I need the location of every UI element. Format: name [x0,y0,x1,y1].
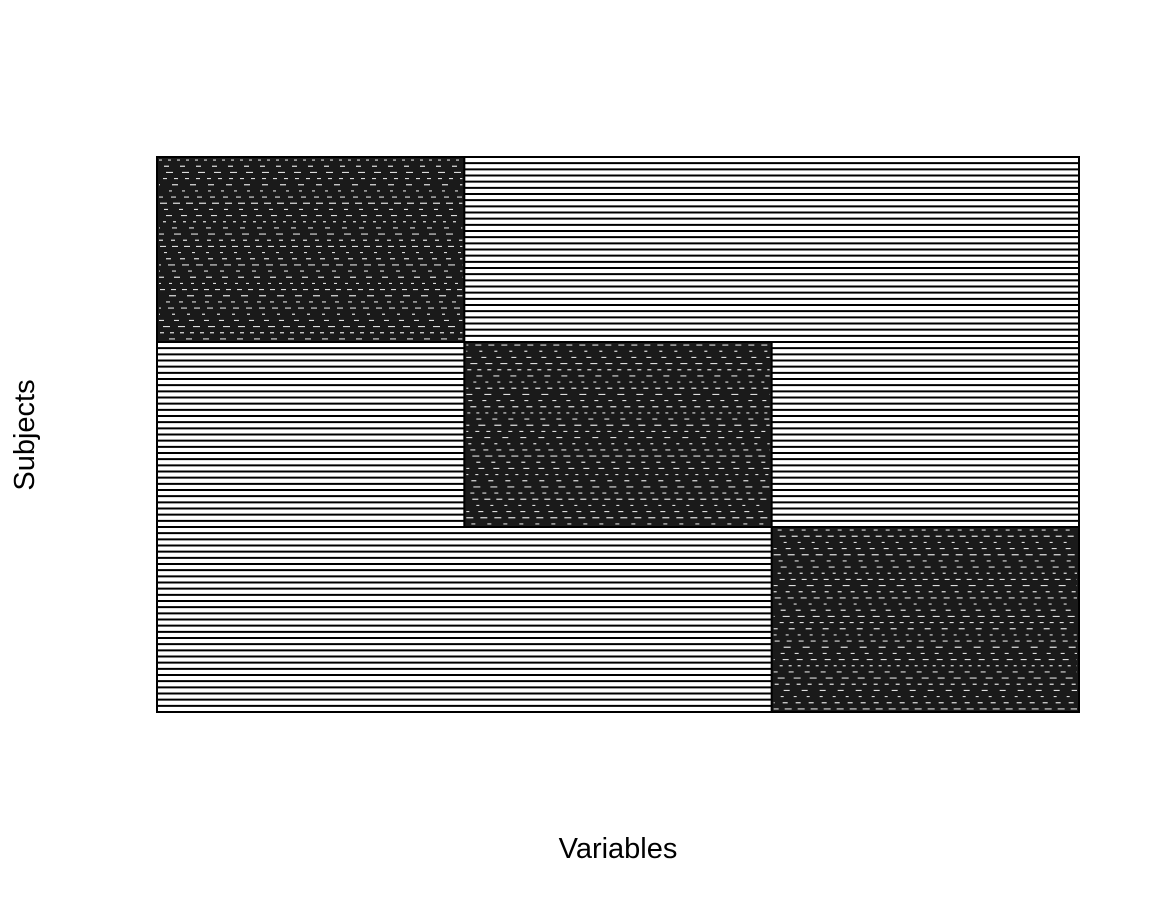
dense-blocks [156,156,1081,713]
block-2 [463,341,773,528]
block-fill [464,342,772,527]
block-1 [156,156,466,343]
block-3 [770,526,1081,713]
block-outline [463,341,773,528]
plot-frame [156,156,1080,713]
block-fill [157,157,465,342]
y-axis-label: Subjects [9,379,41,490]
block-fill [771,527,1079,712]
x-axis-label: Variables [559,833,678,865]
